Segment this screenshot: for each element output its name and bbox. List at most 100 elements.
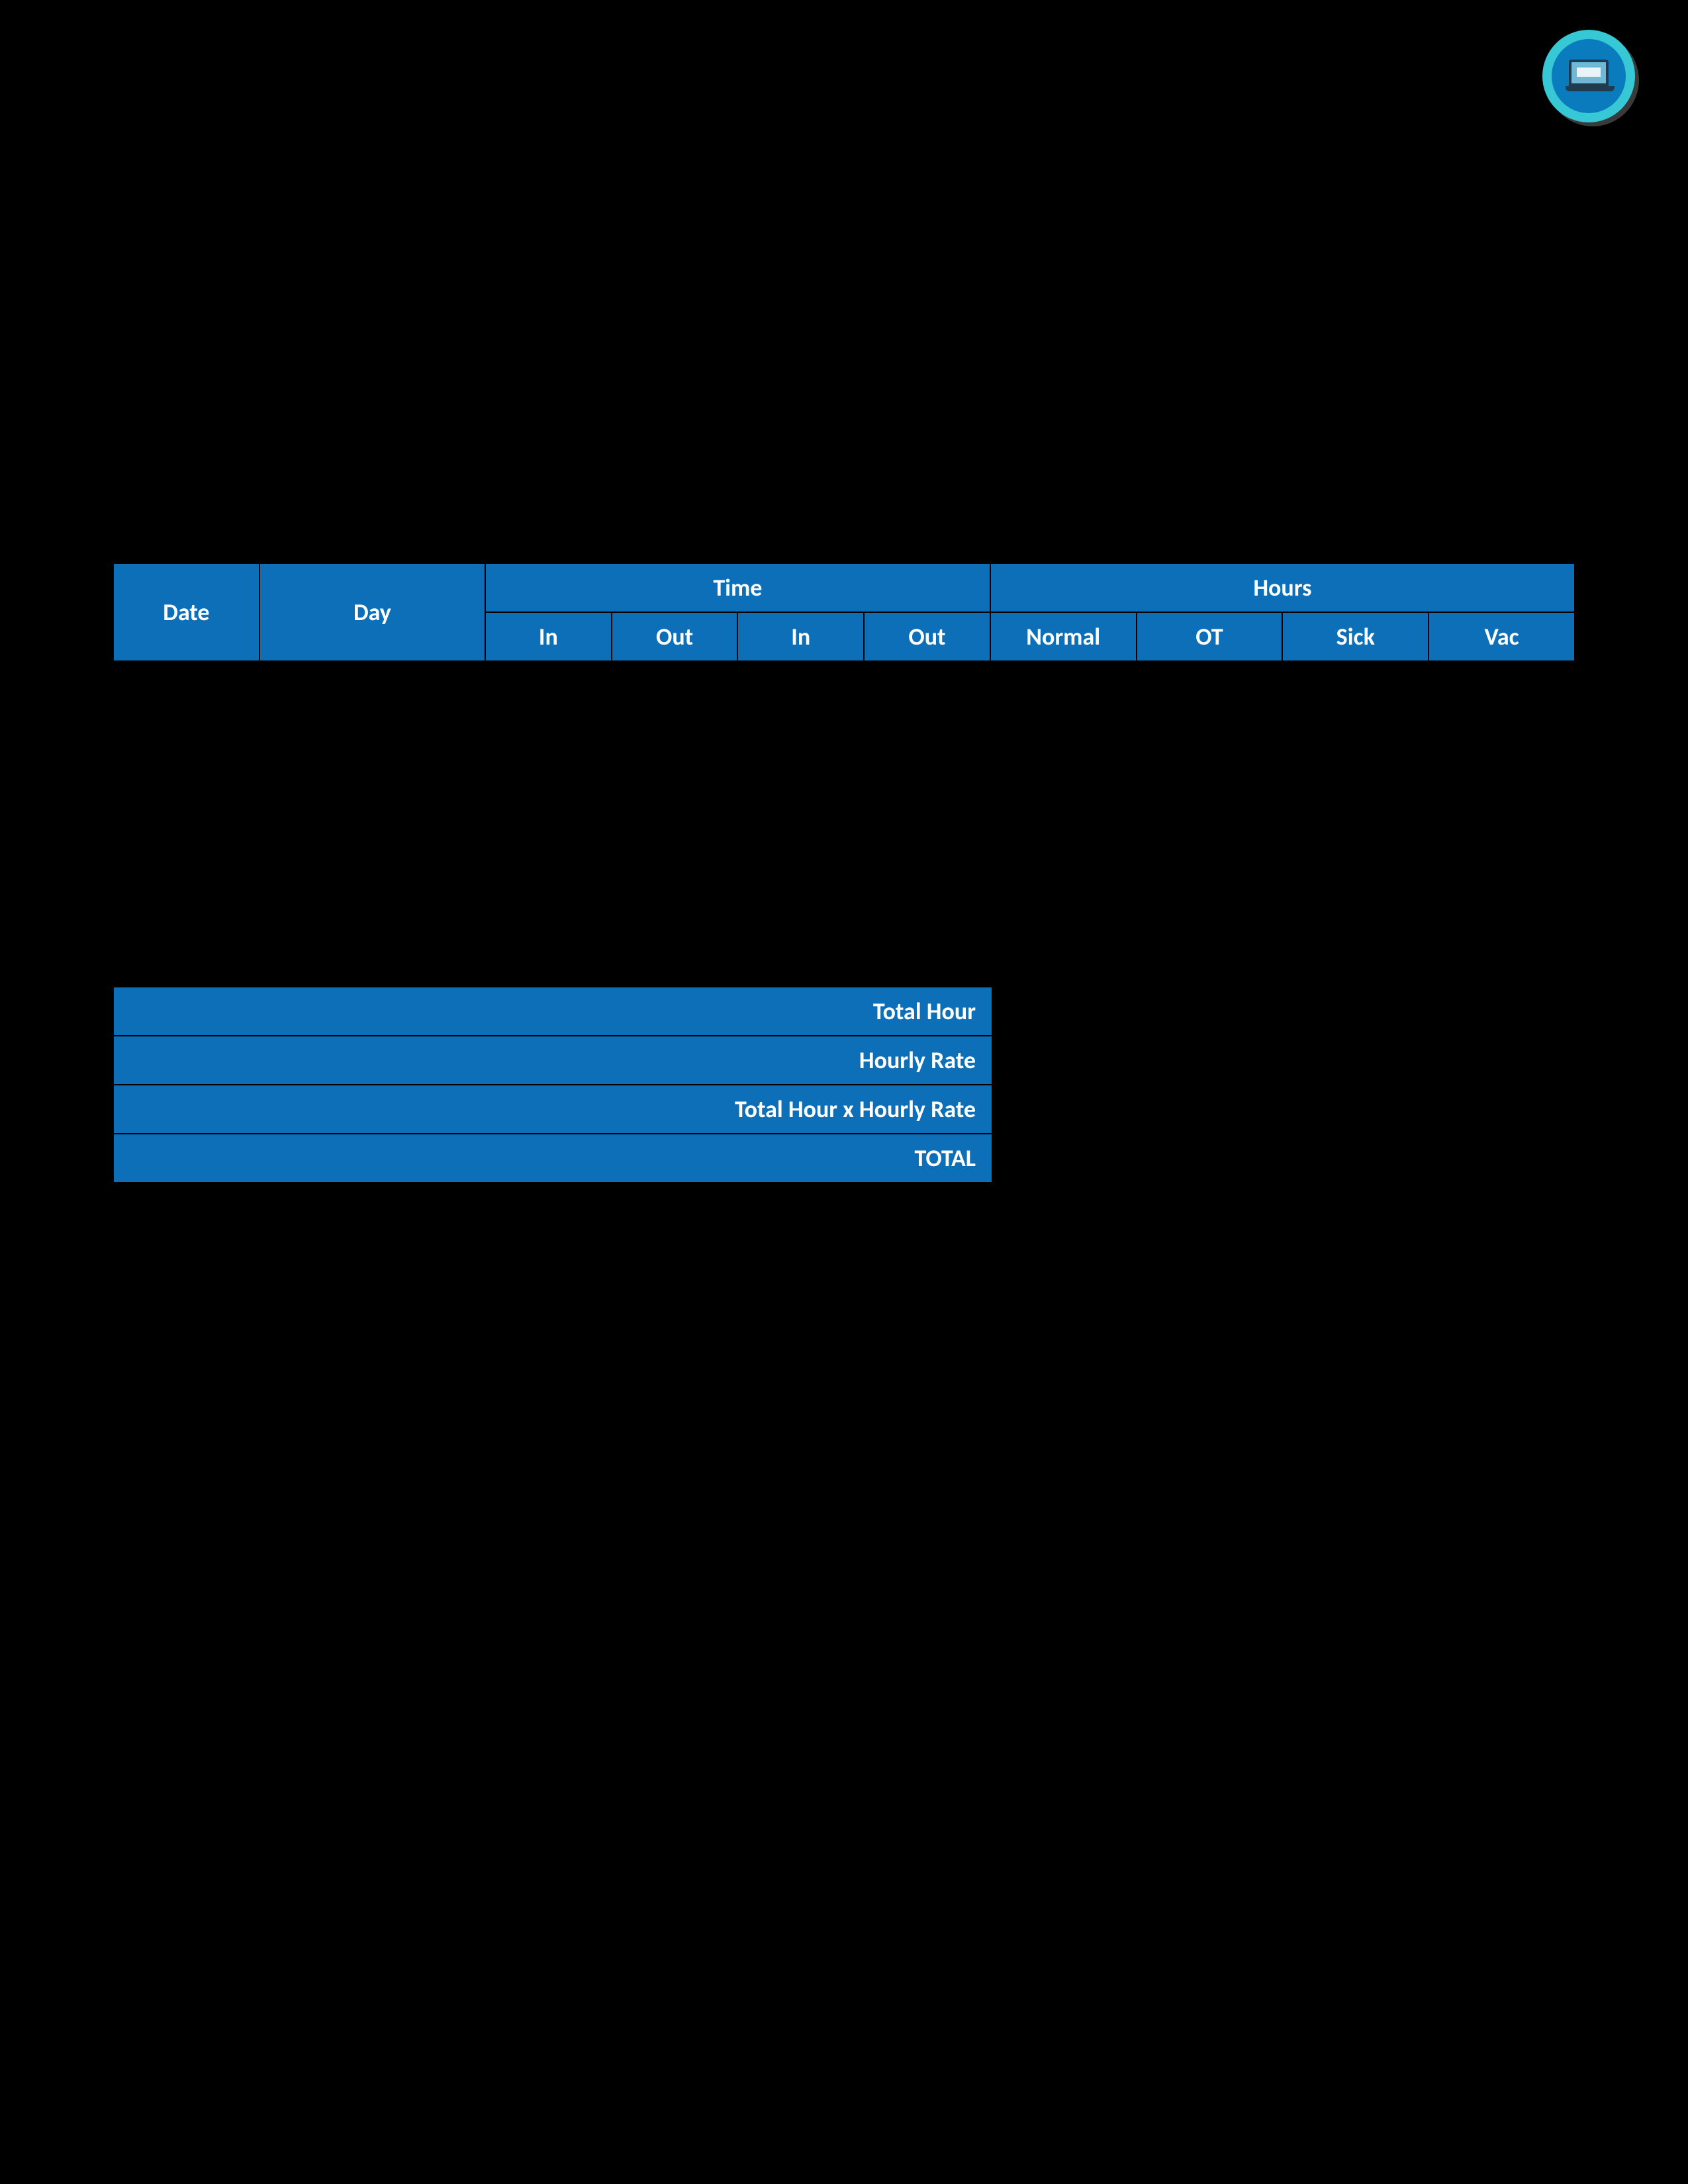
table-cell[interactable] xyxy=(990,661,1137,707)
totals-value-cell[interactable] xyxy=(1429,1036,1575,1085)
timesheet-body xyxy=(113,661,1575,985)
table-cell[interactable] xyxy=(1282,661,1429,707)
header-row-1: Date Day Time Hours xyxy=(113,563,1575,612)
totals-value-cell[interactable] xyxy=(992,987,1138,1036)
table-cell[interactable] xyxy=(259,661,485,707)
table-cell[interactable] xyxy=(612,893,738,939)
table-cell[interactable] xyxy=(113,754,259,800)
totals-value-cell[interactable] xyxy=(1284,1134,1429,1183)
totals-row: Total Hour x Hourly Rate xyxy=(113,1085,1575,1134)
table-cell[interactable] xyxy=(737,939,864,985)
table-cell[interactable] xyxy=(259,707,485,754)
table-cell[interactable] xyxy=(1282,754,1429,800)
totals-value-cell[interactable] xyxy=(992,1085,1138,1134)
table-cell[interactable] xyxy=(737,707,864,754)
table-cell[interactable] xyxy=(612,661,738,707)
table-cell[interactable] xyxy=(1137,661,1283,707)
table-cell[interactable] xyxy=(113,893,259,939)
totals-value-cell[interactable] xyxy=(1138,1036,1284,1085)
table-cell[interactable] xyxy=(864,846,990,893)
totals-value-cell[interactable] xyxy=(1284,1085,1429,1134)
table-cell[interactable] xyxy=(612,754,738,800)
table-cell[interactable] xyxy=(259,893,485,939)
page: Date Day Time Hours In Out In Out Normal… xyxy=(0,0,1688,2184)
totals-value-cell[interactable] xyxy=(992,1036,1138,1085)
table-cell[interactable] xyxy=(864,800,990,846)
table-cell[interactable] xyxy=(864,707,990,754)
table-cell[interactable] xyxy=(864,661,990,707)
table-cell[interactable] xyxy=(1429,754,1575,800)
table-cell[interactable] xyxy=(113,846,259,893)
table-cell[interactable] xyxy=(113,939,259,985)
table-cell[interactable] xyxy=(113,707,259,754)
totals-value-cell[interactable] xyxy=(1138,1134,1284,1183)
table-cell[interactable] xyxy=(990,846,1137,893)
table-cell[interactable] xyxy=(737,754,864,800)
table-cell[interactable] xyxy=(485,939,612,985)
table-cell[interactable] xyxy=(1137,707,1283,754)
table-cell[interactable] xyxy=(1429,893,1575,939)
table-cell[interactable] xyxy=(259,939,485,985)
totals-value-cell[interactable] xyxy=(1284,987,1429,1036)
table-cell[interactable] xyxy=(737,893,864,939)
table-cell[interactable] xyxy=(737,846,864,893)
totals-value-cell[interactable] xyxy=(992,1134,1138,1183)
table-cell[interactable] xyxy=(990,893,1137,939)
table-cell[interactable] xyxy=(1429,846,1575,893)
table-cell[interactable] xyxy=(485,800,612,846)
table-cell[interactable] xyxy=(259,800,485,846)
table-cell[interactable] xyxy=(990,754,1137,800)
table-cell[interactable] xyxy=(1429,939,1575,985)
col-header-time-out-1: Out xyxy=(612,612,738,661)
table-cell[interactable] xyxy=(1429,800,1575,846)
table-cell[interactable] xyxy=(1282,939,1429,985)
table-cell[interactable] xyxy=(864,754,990,800)
table-cell[interactable] xyxy=(1137,846,1283,893)
table-cell[interactable] xyxy=(612,846,738,893)
table-cell[interactable] xyxy=(990,939,1137,985)
totals-value-cell[interactable] xyxy=(1284,1036,1429,1085)
col-header-time-out-2: Out xyxy=(864,612,990,661)
table-cell[interactable] xyxy=(1282,846,1429,893)
table-cell[interactable] xyxy=(1429,707,1575,754)
table-row xyxy=(113,754,1575,800)
table-cell[interactable] xyxy=(1282,707,1429,754)
table-cell[interactable] xyxy=(113,661,259,707)
table-cell[interactable] xyxy=(485,893,612,939)
table-cell[interactable] xyxy=(113,800,259,846)
totals-value-cell[interactable] xyxy=(1138,1085,1284,1134)
table-cell[interactable] xyxy=(1282,893,1429,939)
table-cell[interactable] xyxy=(990,800,1137,846)
table-cell[interactable] xyxy=(737,661,864,707)
totals-label: TOTAL xyxy=(113,1134,992,1183)
table-cell[interactable] xyxy=(485,707,612,754)
table-cell[interactable] xyxy=(737,800,864,846)
col-header-hours-normal: Normal xyxy=(990,612,1137,661)
table-cell[interactable] xyxy=(1137,754,1283,800)
totals-value-cell[interactable] xyxy=(1429,987,1575,1036)
table-cell[interactable] xyxy=(990,707,1137,754)
table-cell[interactable] xyxy=(485,754,612,800)
table-cell[interactable] xyxy=(485,846,612,893)
totals-value-cell[interactable] xyxy=(1138,987,1284,1036)
col-header-time-in-2: In xyxy=(737,612,864,661)
table-cell[interactable] xyxy=(1282,800,1429,846)
table-cell[interactable] xyxy=(612,939,738,985)
table-cell[interactable] xyxy=(259,754,485,800)
table-cell[interactable] xyxy=(1429,661,1575,707)
table-cell[interactable] xyxy=(864,939,990,985)
table-cell[interactable] xyxy=(485,661,612,707)
totals-value-cell[interactable] xyxy=(1429,1134,1575,1183)
totals-table: Total HourHourly RateTotal Hour x Hourly… xyxy=(113,986,1575,1183)
col-header-hours-vac: Vac xyxy=(1429,612,1575,661)
table-cell[interactable] xyxy=(1137,893,1283,939)
table-row xyxy=(113,939,1575,985)
table-cell[interactable] xyxy=(1137,800,1283,846)
table-cell[interactable] xyxy=(1137,939,1283,985)
table-cell[interactable] xyxy=(259,846,485,893)
table-cell[interactable] xyxy=(864,893,990,939)
laptop-base-icon xyxy=(1566,86,1615,91)
table-cell[interactable] xyxy=(612,707,738,754)
table-cell[interactable] xyxy=(612,800,738,846)
totals-value-cell[interactable] xyxy=(1429,1085,1575,1134)
